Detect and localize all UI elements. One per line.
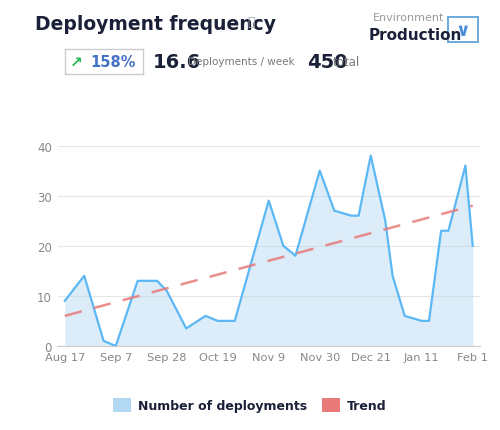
- Text: 16.6: 16.6: [152, 53, 201, 72]
- Text: ⓘ: ⓘ: [248, 16, 255, 29]
- Text: Deployments / week: Deployments / week: [188, 57, 294, 68]
- Legend: Number of deployments, Trend: Number of deployments, Trend: [108, 393, 392, 417]
- Text: ∨: ∨: [455, 22, 470, 40]
- Text: Deployment frequency: Deployment frequency: [35, 15, 276, 34]
- Text: ↗: ↗: [70, 55, 82, 70]
- Text: total: total: [332, 56, 360, 69]
- Text: Environment: Environment: [372, 13, 444, 23]
- Text: 158%: 158%: [90, 55, 136, 70]
- Text: 450: 450: [308, 53, 348, 72]
- Text: Production: Production: [368, 28, 462, 43]
